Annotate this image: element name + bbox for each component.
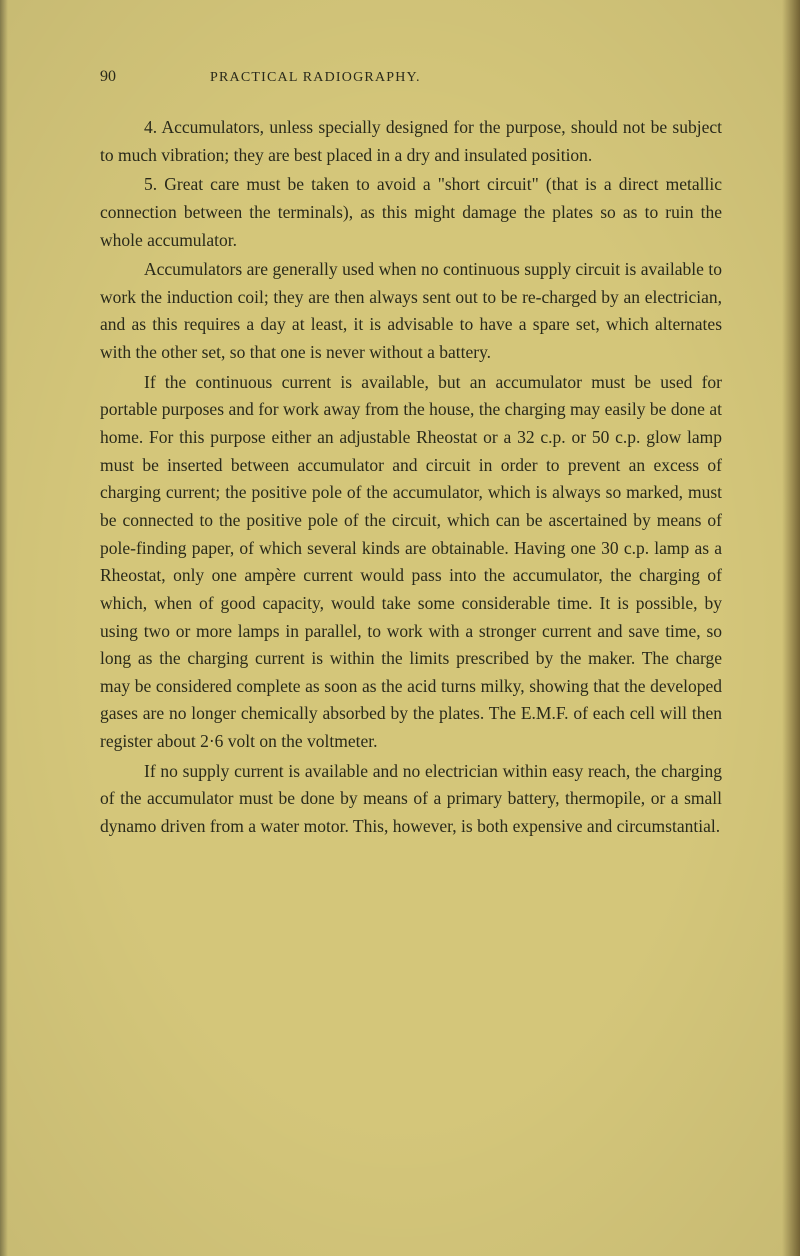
paragraph: 5. Great care must be taken to avoid a "…: [100, 171, 722, 254]
page-container: 90 PRACTICAL RADIOGRAPHY. 4. Accumulator…: [0, 0, 800, 903]
paragraph: Accumulators are generally used when no …: [100, 256, 722, 367]
page-edge-shadow-right: [782, 0, 800, 1256]
body-text: 4. Accumulators, unless specially design…: [100, 114, 722, 841]
paragraph: If no supply current is available and no…: [100, 758, 722, 841]
page-edge-shadow-left: [0, 0, 8, 1256]
page-number: 90: [100, 68, 116, 86]
chapter-title: PRACTICAL RADIOGRAPHY.: [210, 70, 421, 86]
page-header: 90 PRACTICAL RADIOGRAPHY.: [100, 68, 722, 86]
paragraph: 4. Accumulators, unless specially design…: [100, 114, 722, 169]
paragraph: If the continuous current is available, …: [100, 369, 722, 756]
